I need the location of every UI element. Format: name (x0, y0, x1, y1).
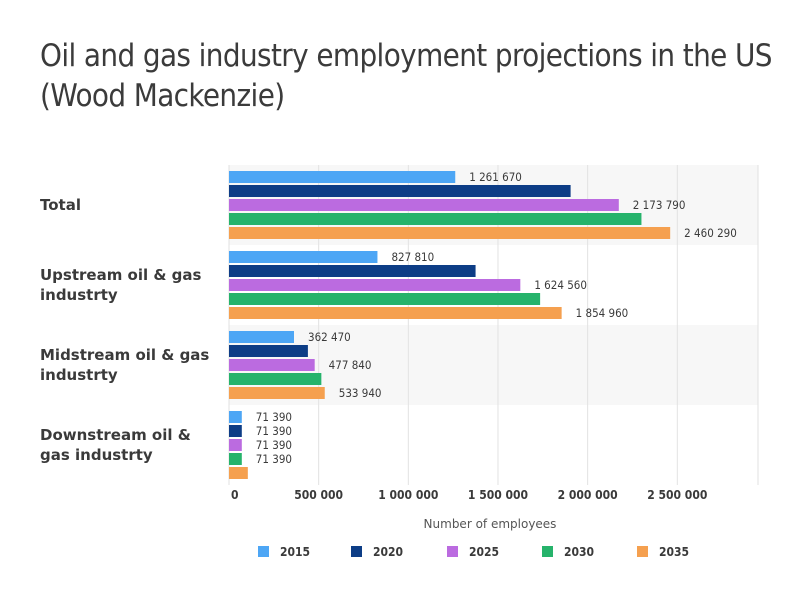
x-tick-label: 2 000 000 (558, 488, 618, 502)
bar-2035 (229, 227, 671, 239)
category-label: gas industrty (40, 446, 153, 464)
data-label: 71 390 (256, 424, 292, 438)
legend-item-2015: 2015 (258, 545, 310, 559)
category-label: Total (40, 196, 81, 214)
data-label: 827 810 (391, 250, 434, 264)
bar-2030 (229, 453, 242, 465)
legend-label: 2025 (469, 545, 499, 559)
x-axis-title: Number of employees (424, 517, 557, 531)
data-label: 71 390 (256, 452, 292, 466)
data-label: 533 940 (339, 386, 382, 400)
chart-title-line-1: Oil and gas industry employment projecti… (40, 38, 773, 74)
bar-2025 (229, 439, 242, 451)
legend-label: 2020 (373, 545, 403, 559)
bar-2015 (229, 251, 378, 263)
legend-label: 2035 (659, 545, 689, 559)
bars (229, 171, 671, 479)
category-label: industrty (40, 286, 118, 304)
legend: 2015 2020 2025 2030 2035 (258, 545, 689, 559)
legend-swatch (351, 546, 362, 557)
data-label: 1 261 670 (469, 170, 522, 184)
data-label: 1 624 560 (534, 278, 587, 292)
bar-2015 (229, 171, 456, 183)
bar-2020 (229, 185, 571, 197)
legend-label: 2015 (280, 545, 310, 559)
legend-item-2030: 2030 (542, 545, 594, 559)
x-tick-label: 0 (231, 488, 239, 502)
bar-2030 (229, 373, 322, 385)
data-label: 2 173 790 (633, 198, 686, 212)
x-tick-label: 1 500 000 (468, 488, 528, 502)
category-label: Upstream oil & gas (40, 266, 202, 284)
bar-2015 (229, 411, 242, 423)
category-label: Downstream oil & (40, 426, 191, 444)
data-label: 2 460 290 (684, 226, 737, 240)
category-label: industrty (40, 366, 118, 384)
data-label: 477 840 (329, 358, 372, 372)
bar-2030 (229, 213, 642, 225)
x-tick-label: 500 000 (294, 488, 343, 502)
legend-item-2035: 2035 (637, 545, 689, 559)
data-label: 71 390 (256, 410, 292, 424)
x-tick-label: 2 500 000 (647, 488, 707, 502)
data-label: 1 854 960 (576, 306, 629, 320)
category-band (229, 405, 758, 485)
category-labels: Total Upstream oil & gas industrty Midstrea… (40, 196, 209, 464)
legend-swatch (258, 546, 269, 557)
bar-2020 (229, 425, 242, 437)
x-tick-label: 1 000 000 (378, 488, 438, 502)
legend-label: 2030 (564, 545, 594, 559)
bar-2030 (229, 293, 541, 305)
legend-swatch (447, 546, 458, 557)
bar-2035 (229, 467, 248, 479)
category-label: Midstream oil & gas (40, 346, 209, 364)
bar-2015 (229, 331, 294, 343)
bar-2035 (229, 307, 562, 319)
legend-item-2025: 2025 (447, 545, 499, 559)
bar-2025 (229, 359, 315, 371)
bar-2035 (229, 387, 325, 399)
data-label: 362 470 (308, 330, 351, 344)
legend-swatch (637, 546, 648, 557)
legend-swatch (542, 546, 553, 557)
legend-item-2020: 2020 (351, 545, 403, 559)
chart-title: Oil and gas industry employment projecti… (40, 36, 780, 116)
value-labels: 1 261 670 2 173 790 2 460 290 827 810 1 624 … (256, 170, 737, 466)
data-label: 71 390 (256, 438, 292, 452)
x-tick-labels: 0 500 000 1 000 000 1 500 000 2 000 000 2 500… (231, 488, 707, 502)
bar-2025 (229, 199, 619, 211)
chart-title-line-2: (Wood Mackenzie) (40, 78, 285, 114)
bar-2020 (229, 265, 476, 277)
bar-2020 (229, 345, 308, 357)
bar-2025 (229, 279, 521, 291)
